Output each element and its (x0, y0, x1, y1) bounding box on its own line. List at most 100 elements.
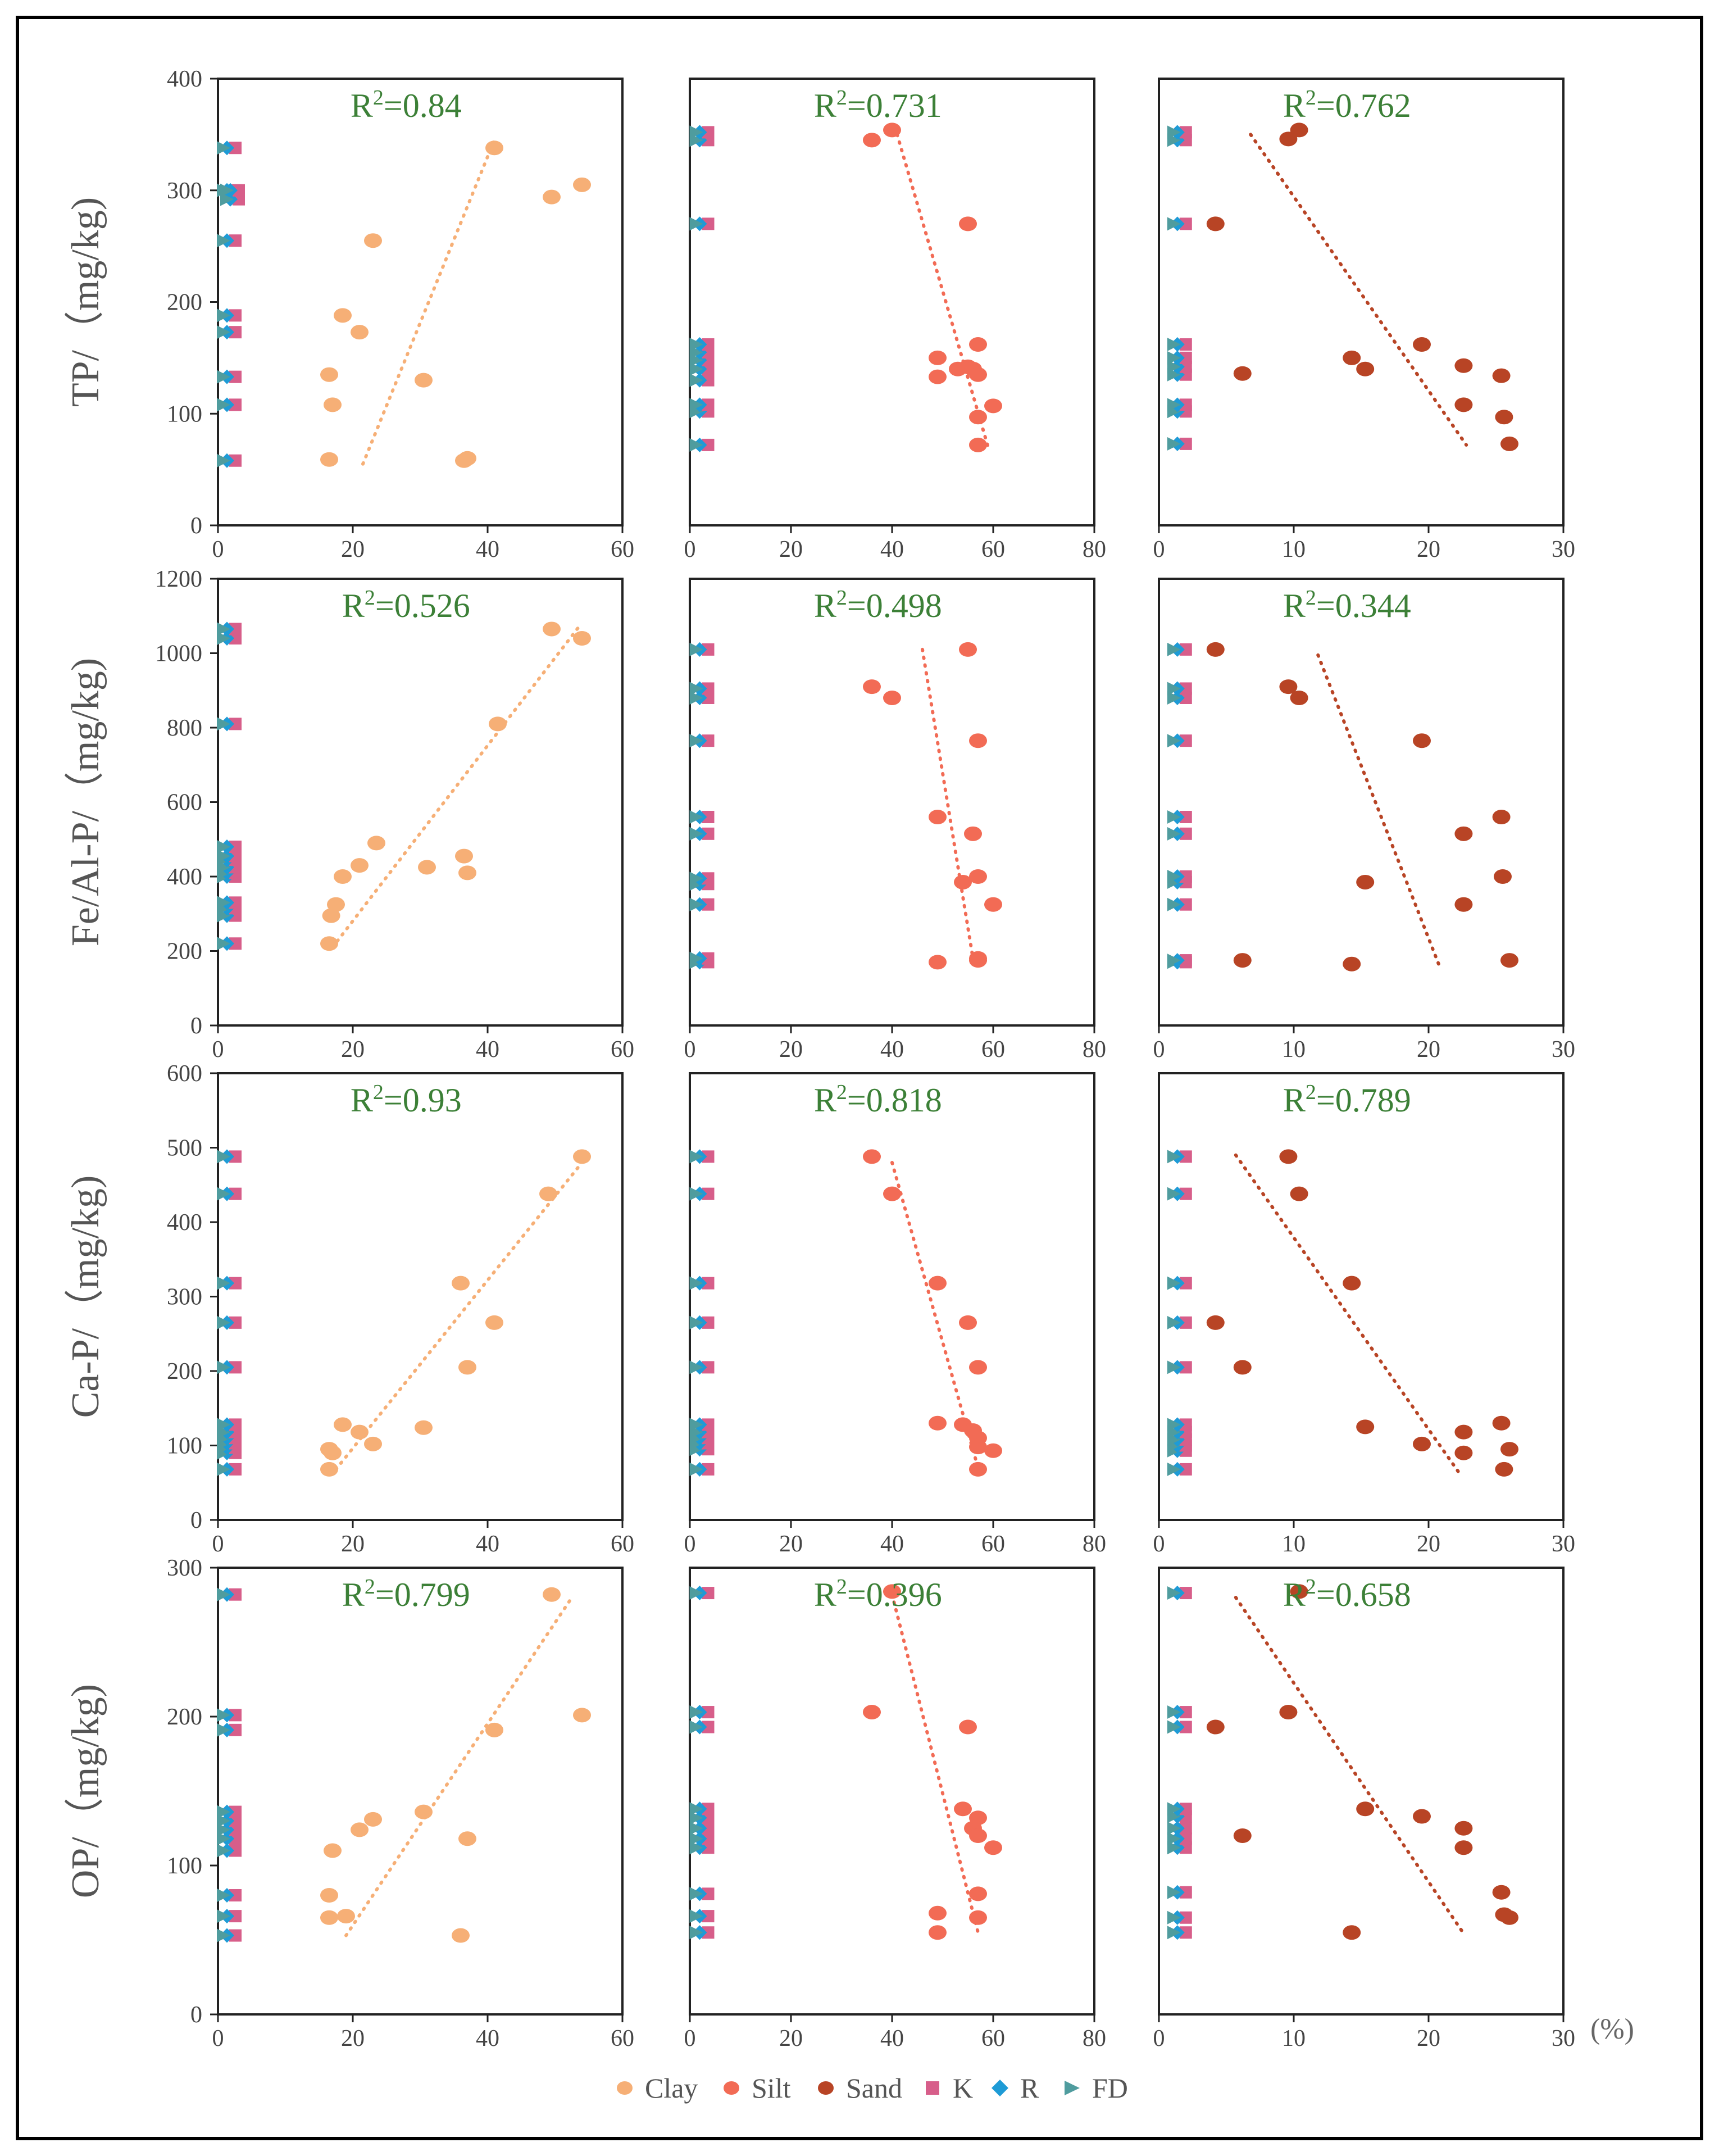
data-point-sand (1290, 691, 1308, 705)
data-point-clay (415, 1420, 433, 1435)
marker-fd (217, 1315, 230, 1329)
marker-fd (689, 217, 703, 231)
marker-fd (1167, 338, 1181, 352)
marker-k (1179, 351, 1192, 364)
data-point-clay (337, 1909, 355, 1924)
marker-k (229, 1187, 242, 1200)
data-point-silt (959, 642, 977, 657)
r2-label-part: R (1283, 1082, 1306, 1119)
data-point-clay (485, 140, 503, 156)
marker-fd (220, 183, 234, 197)
y-tick-label: 600 (167, 790, 202, 816)
data-point-sand (1343, 350, 1361, 365)
r2-label: R2=0.731 (814, 86, 942, 124)
data-point-sand (1413, 733, 1431, 748)
data-point-silt (969, 1828, 987, 1843)
marker-k (702, 952, 715, 965)
r2-label-part: =0.658 (1316, 1576, 1411, 1613)
data-point-sand (1279, 1149, 1298, 1164)
data-point-sand (1454, 397, 1473, 412)
data-point-silt (929, 1925, 947, 1940)
data-point-silt (863, 679, 881, 695)
marker-fd (1167, 642, 1181, 656)
marker-fd (1167, 691, 1181, 705)
data-point-sand (1500, 953, 1518, 968)
r2-label-part: R (1283, 1576, 1306, 1613)
y-tick-label: 200 (167, 939, 202, 965)
marker-k (1179, 126, 1192, 139)
x-tick-label: 20 (779, 537, 803, 562)
x-tick-label: 80 (1083, 1037, 1106, 1063)
data-point-sand (1290, 1584, 1308, 1599)
y-tick-label: 800 (167, 715, 202, 741)
x-tick-label: 60 (611, 2026, 634, 2051)
r2-label: R2=0.818 (814, 1081, 942, 1119)
y-tick-label: 100 (167, 1853, 202, 1879)
marker-fd (217, 370, 230, 384)
marker-fd (689, 1887, 703, 1901)
panel-r1-c0: 0 20 40 60020040060080010001200Fe/Al-P/（mg/… (64, 566, 634, 1063)
data-point-clay (573, 1708, 591, 1723)
data-point-silt (969, 410, 987, 425)
marker-k (1179, 1803, 1192, 1815)
panel-r1-c1: 0 20 40 60 80 R2=0.498 (684, 578, 1106, 1063)
marker-fd (689, 1909, 703, 1923)
r2-label-part: 2 (365, 586, 375, 610)
marker-fd (689, 810, 703, 824)
marker-fd (217, 453, 230, 467)
marker-k (1179, 682, 1192, 695)
marker-k (1179, 1832, 1192, 1845)
plot-frame (689, 1072, 1095, 1521)
marker-fd (689, 682, 703, 696)
trendline (334, 1161, 584, 1471)
y-tick-label: 1000 (155, 641, 202, 667)
marker-k (229, 1723, 242, 1736)
marker-fd (689, 1811, 703, 1825)
data-point-clay (351, 1424, 369, 1440)
plot-frame (217, 1072, 624, 1521)
marker-k (229, 937, 242, 950)
marker-k (229, 896, 242, 909)
marker-fd (1167, 734, 1181, 748)
marker-fd (1167, 1832, 1181, 1846)
data-point-clay (327, 897, 345, 912)
marker-k (229, 1316, 242, 1329)
data-point-silt (984, 398, 1002, 414)
marker-k (229, 1844, 242, 1857)
marker-fd (689, 951, 703, 965)
marker-k (1179, 827, 1192, 840)
data-point-silt (984, 1840, 1002, 1855)
marker-fd (1167, 810, 1181, 824)
data-point-clay (364, 1436, 382, 1451)
marker-fd (1167, 360, 1181, 374)
legend: Clay Silt Sand K R FD (617, 2072, 1128, 2104)
marker-fd (1167, 897, 1181, 911)
marker-fd (217, 1150, 230, 1164)
data-point-sand (1413, 1436, 1431, 1451)
y-tick-label: 400 (167, 864, 202, 890)
data-point-clay (351, 858, 369, 873)
y-tick-label: 200 (167, 290, 202, 316)
r2-label: R2=0.526 (342, 586, 470, 624)
r2-label-part: R (342, 1576, 365, 1613)
marker-fd (1167, 398, 1181, 412)
data-point-sand (1279, 131, 1298, 147)
data-point-clay (351, 325, 369, 340)
plot-frame (689, 1567, 1095, 2016)
marker-fd (217, 1587, 230, 1601)
data-point-clay (322, 908, 340, 923)
marker-fd (217, 1805, 230, 1819)
marker-fd (1167, 1418, 1181, 1432)
x-tick-label: 40 (880, 537, 904, 562)
r2-label-part: R (814, 1576, 836, 1613)
data-point-clay (418, 860, 436, 875)
marker-fd (1167, 1705, 1181, 1719)
trendline (1316, 653, 1441, 968)
y-tick-label: 100 (167, 401, 202, 427)
marker-fd (1167, 827, 1181, 841)
marker-k (229, 1889, 242, 1901)
marker-fd (1167, 1885, 1181, 1899)
trendline (890, 1592, 980, 1935)
marker-k (1179, 1316, 1192, 1329)
data-point-clay (367, 836, 385, 851)
